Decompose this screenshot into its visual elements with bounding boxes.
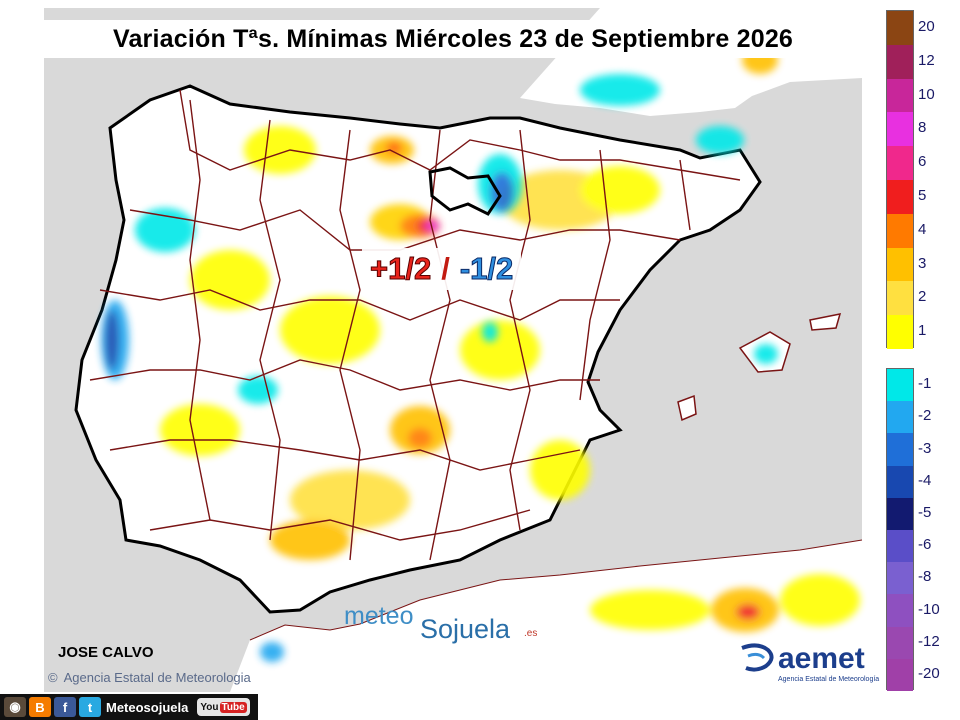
anomaly-cold [260, 642, 284, 662]
legend-swatch [887, 44, 913, 79]
legend-swatch [887, 315, 913, 349]
legend-swatch [887, 247, 913, 282]
legend-swatch [887, 594, 913, 627]
anomaly-warm [590, 590, 710, 630]
legend-swatch [887, 401, 913, 434]
legend-label: 20 [918, 17, 935, 35]
legend-swatch [887, 626, 913, 659]
legend-label: -6 [918, 536, 932, 554]
legend-label: -4 [918, 471, 932, 489]
anomaly-warm [270, 520, 350, 560]
legend-swatch [887, 369, 913, 402]
range-plus: +1/2 [369, 251, 432, 287]
land-ibiza [677, 394, 697, 422]
legend-label: 12 [918, 51, 935, 69]
legend-label: 8 [918, 119, 927, 137]
anomaly-warm [190, 250, 270, 310]
legend-label: -5 [918, 503, 932, 521]
anomaly-warm [460, 320, 540, 380]
legend-swatch [887, 433, 913, 466]
legend-label: -12 [918, 632, 940, 650]
legend-label: -20 [918, 664, 940, 682]
legend-label: -3 [918, 439, 932, 457]
legend-swatch [887, 179, 913, 214]
aemet-word: aemet [778, 642, 865, 675]
africa-coast [249, 539, 863, 641]
legend-positive [886, 10, 914, 349]
copyright-line: © Agencia Estatal de Meteorologia [48, 670, 251, 685]
la-rioja-outline [428, 166, 502, 216]
legend-swatch [887, 146, 913, 180]
anomaly-cold [135, 208, 195, 252]
legend-label: 6 [918, 153, 927, 171]
youtube-tube: Tube [219, 701, 247, 713]
anomaly-warm [530, 440, 590, 500]
range-separator: / [441, 251, 450, 286]
brand-part1: meteo [344, 602, 414, 630]
youtube-icon[interactable]: You Tube [197, 698, 250, 716]
anomaly-cold [754, 344, 778, 364]
legend-label: 3 [918, 254, 927, 272]
land-menorca [809, 313, 842, 331]
legend-swatch [887, 213, 913, 248]
aemet-sub: Agencia Estatal de Meteorología [778, 676, 880, 683]
anomaly-warm [580, 166, 660, 214]
brand-part2: Sojuela [420, 614, 511, 644]
twitter-icon[interactable]: t [79, 697, 101, 717]
legend-swatch [887, 11, 913, 45]
legend-label: 2 [918, 288, 927, 306]
anomaly-warm [780, 574, 860, 626]
legend-swatch [887, 658, 913, 691]
brand-tld: .es [524, 628, 538, 639]
author-label: JOSE CALVO [58, 644, 154, 661]
meteosojuela-watermark: meteo Sojuela .es [344, 602, 544, 652]
blogger-icon[interactable]: B [29, 697, 51, 717]
anomaly-cold [580, 74, 660, 106]
copyright-text: Agencia Estatal de Meteorologia [63, 670, 251, 685]
legend-label: 5 [918, 186, 927, 204]
youtube-you: You [200, 701, 219, 713]
province-borders [89, 89, 741, 561]
legend-swatch [887, 281, 913, 316]
anomaly-cold [696, 126, 744, 154]
legend-label: -8 [918, 568, 932, 586]
anomaly-warm [160, 404, 240, 456]
anomaly-cold [482, 322, 498, 342]
anomaly-warm [386, 142, 402, 154]
anomaly-warm [280, 296, 380, 364]
legend-label: -1 [918, 375, 932, 393]
legend-negative [886, 368, 914, 691]
legend-swatch [887, 112, 913, 147]
legend-label: 4 [918, 220, 927, 238]
facebook-icon[interactable]: f [54, 697, 76, 717]
anomaly-warm [244, 126, 316, 174]
map-title: Variación Tªs. Mínimas Miércoles 23 de S… [44, 20, 862, 58]
legend-swatch [887, 465, 913, 498]
anomaly-warm [290, 470, 410, 530]
aemet-icon [741, 643, 774, 672]
legend-swatch [887, 497, 913, 530]
anomaly-warm [408, 428, 432, 448]
anomaly-cold [238, 376, 278, 404]
legend-swatch [887, 78, 913, 113]
anomaly-warm [736, 604, 760, 620]
legend-swatch [887, 529, 913, 563]
social-bar: ◉ B f t Meteosojuela You Tube [0, 694, 258, 720]
map-title-text: Variación Tªs. Mínimas Miércoles 23 de S… [112, 24, 794, 53]
instagram-icon[interactable]: ◉ [4, 697, 26, 717]
legend-label: 1 [918, 322, 927, 340]
legend-label: -10 [918, 600, 940, 618]
range-label: +1/2 / -1/2 [362, 248, 522, 290]
legend-swatch [887, 562, 913, 595]
legend-label: 10 [918, 85, 935, 103]
copyright-icon: © [48, 670, 58, 685]
aemet-logo: aemet Agencia Estatal de Meteorología [734, 640, 880, 688]
land-africa [230, 540, 862, 692]
social-handle[interactable]: Meteosojuela [106, 699, 189, 715]
legend-label: -2 [918, 407, 932, 425]
anomaly-cold [105, 310, 119, 370]
range-minus: -1/2 [459, 251, 514, 287]
